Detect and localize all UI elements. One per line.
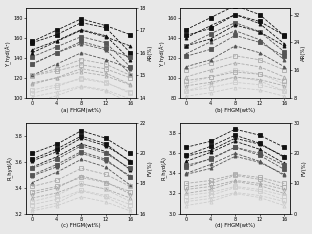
Y-axis label: AR(%): AR(%) <box>301 44 306 61</box>
Y-axis label: AR(%): AR(%) <box>148 44 153 61</box>
Y-axis label: Y_hyd(Å²): Y_hyd(Å²) <box>159 40 166 66</box>
Y-axis label: FV(%): FV(%) <box>301 161 306 176</box>
Y-axis label: R_hyd(Å): R_hyd(Å) <box>161 156 168 180</box>
X-axis label: (b) FHGM(wt%): (b) FHGM(wt%) <box>215 108 255 113</box>
X-axis label: (a) FHGM(wt%): (a) FHGM(wt%) <box>61 108 101 113</box>
Y-axis label: Y_hyd(Å²): Y_hyd(Å²) <box>6 40 12 66</box>
Y-axis label: R_hyd(Å): R_hyd(Å) <box>7 156 13 180</box>
Y-axis label: FV(%): FV(%) <box>148 161 153 176</box>
X-axis label: (d) FHGM(wt%): (d) FHGM(wt%) <box>215 223 255 228</box>
X-axis label: (c) FHGM(wt%): (c) FHGM(wt%) <box>61 223 101 228</box>
